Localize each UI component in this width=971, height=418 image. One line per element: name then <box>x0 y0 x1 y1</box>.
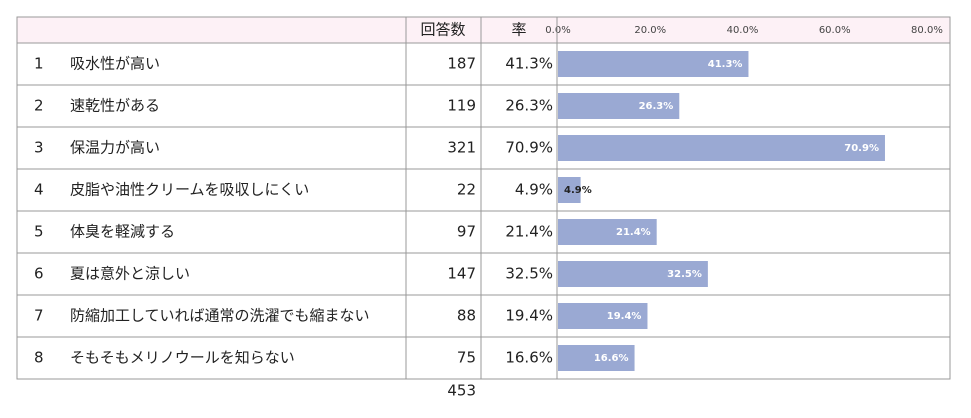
category-label: 速乾性がある <box>70 97 160 115</box>
count: 22 <box>457 181 476 199</box>
x-tick-label: 20.0% <box>634 25 666 36</box>
bar <box>558 345 635 371</box>
rate: 41.3% <box>505 55 553 73</box>
category-label: そもそもメリノウールを知らない <box>70 349 295 367</box>
rank: 1 <box>34 55 44 73</box>
bar-label: 19.4% <box>607 311 642 322</box>
category-label: 保温力が高い <box>70 139 160 157</box>
bar <box>558 219 657 245</box>
x-tick-label: 0.0% <box>545 25 570 36</box>
bar-label: 32.5% <box>667 269 702 280</box>
header-count: 回答数 <box>420 21 465 39</box>
rank: 3 <box>34 139 44 157</box>
bar <box>558 261 708 287</box>
rank: 7 <box>34 307 44 325</box>
total: 453 <box>447 382 476 400</box>
rate: 26.3% <box>505 97 553 115</box>
bar <box>558 303 648 329</box>
rank: 5 <box>34 223 44 241</box>
rate: 32.5% <box>505 265 553 283</box>
category-label: 皮脂や油性クリームを吸収しにくい <box>70 181 309 199</box>
rank: 4 <box>34 181 44 199</box>
rank: 6 <box>34 265 44 283</box>
count: 97 <box>457 223 476 241</box>
bar <box>558 51 749 77</box>
bar-label: 26.3% <box>639 101 674 112</box>
header-rate: 率 <box>511 21 526 39</box>
category-label: 夏は意外と涼しい <box>70 265 190 283</box>
row <box>16 336 951 380</box>
bar <box>558 135 885 161</box>
x-tick-label: 60.0% <box>819 25 851 36</box>
category-label: 防縮加工していれば通常の洗濯でも縮まない <box>70 307 370 325</box>
rate: 4.9% <box>515 181 553 199</box>
bar-label: 70.9% <box>844 143 879 154</box>
rank: 2 <box>34 97 44 115</box>
rank: 8 <box>34 349 44 367</box>
count: 119 <box>447 97 476 115</box>
bar <box>558 177 581 203</box>
rate: 70.9% <box>505 139 553 157</box>
count: 88 <box>457 307 476 325</box>
count: 147 <box>447 265 476 283</box>
bar-label: 21.4% <box>616 227 651 238</box>
count: 75 <box>457 349 476 367</box>
x-tick-label: 40.0% <box>727 25 759 36</box>
category-label: 体臭を軽減する <box>70 223 175 241</box>
header-row <box>16 16 951 44</box>
x-tick-label: 80.0% <box>911 25 943 36</box>
bar <box>558 93 680 119</box>
count: 187 <box>447 55 476 73</box>
bar-label: 16.6% <box>594 353 629 364</box>
rate: 19.4% <box>505 307 553 325</box>
count: 321 <box>447 139 476 157</box>
bar-label: 41.3% <box>708 59 743 70</box>
rate: 21.4% <box>505 223 553 241</box>
rate: 16.6% <box>505 349 553 367</box>
category-label: 吸水性が高い <box>70 55 160 73</box>
bar-label: 4.9% <box>564 185 592 196</box>
